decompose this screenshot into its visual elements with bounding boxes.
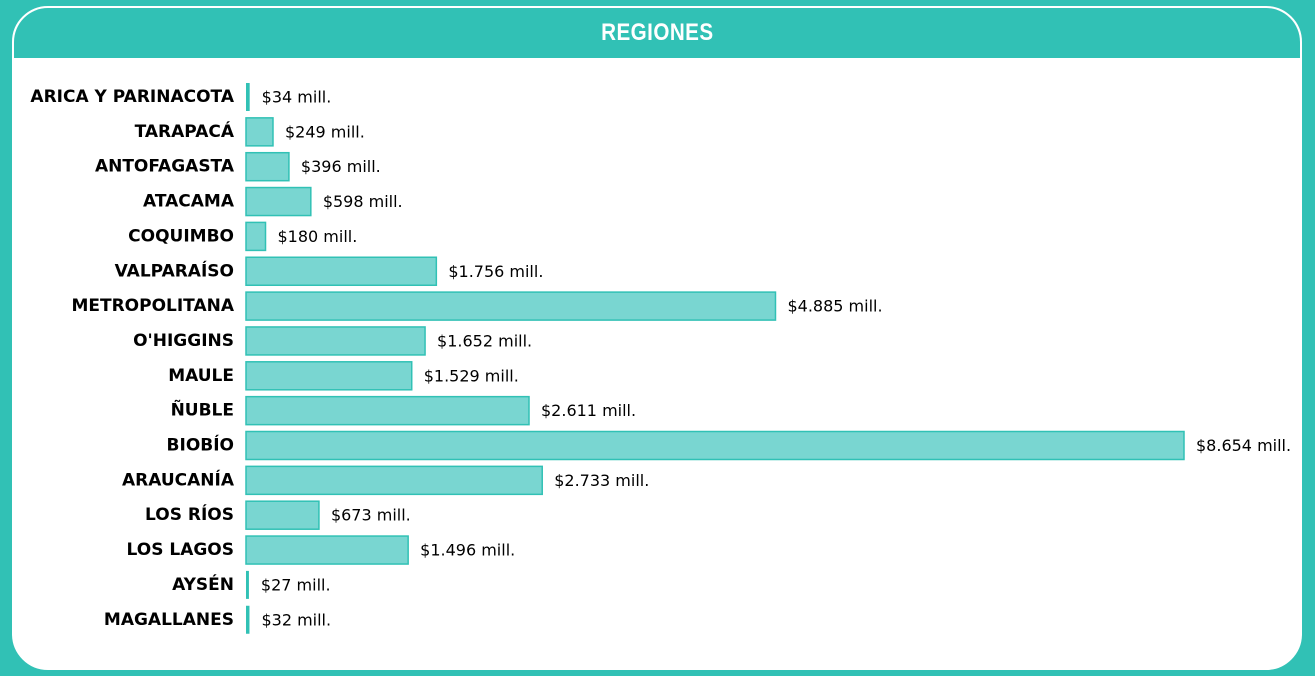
- category-label: MAGALLANES: [104, 610, 234, 630]
- bar[interactable]: [245, 186, 312, 217]
- value-label: $598 mill.: [323, 192, 403, 211]
- value-label: $1.652 mill.: [437, 331, 532, 350]
- value-label: $32 mill.: [261, 610, 331, 629]
- value-label: $396 mill.: [301, 157, 381, 176]
- bar[interactable]: [245, 291, 777, 321]
- category-label: METROPOLITANA: [71, 296, 234, 316]
- bar[interactable]: [245, 151, 290, 182]
- card-header: REGIONES: [14, 8, 1300, 58]
- value-label: $1.756 mill.: [448, 262, 543, 281]
- category-label: ARICA Y PARINACOTA: [30, 87, 234, 107]
- value-label: $673 mill.: [331, 506, 411, 525]
- bar[interactable]: [245, 430, 1185, 461]
- value-label: $249 mill.: [285, 122, 365, 141]
- category-label: MAULE: [168, 366, 234, 386]
- category-label: AYSÉN: [172, 573, 234, 595]
- category-label: ÑUBLE: [171, 398, 234, 421]
- value-label: $180 mill.: [278, 227, 358, 246]
- category-label: O'HIGGINS: [133, 331, 234, 351]
- category-label: VALPARAÍSO: [115, 259, 234, 281]
- category-label: ANTOFAGASTA: [95, 157, 235, 177]
- value-label: $2.733 mill.: [554, 471, 649, 490]
- regions-bar-chart: ARICA Y PARINACOTA $34 mill. TARAPACÁ $249 …: [30, 83, 1291, 634]
- value-label: $27 mill.: [261, 575, 331, 594]
- value-label: $2.611 mill.: [541, 401, 636, 420]
- category-label: LOS RÍOS: [145, 503, 234, 525]
- bar[interactable]: [245, 256, 438, 286]
- value-label: $34 mill.: [262, 88, 332, 107]
- value-label: $4.885 mill.: [787, 297, 882, 316]
- bar[interactable]: [245, 535, 409, 565]
- bar[interactable]: [245, 326, 426, 356]
- bar[interactable]: [246, 570, 249, 599]
- chart-title: REGIONES: [600, 19, 714, 46]
- category-label: ATACAMA: [143, 192, 235, 212]
- bar[interactable]: [245, 361, 413, 391]
- category-label: BIOBÍO: [167, 434, 234, 456]
- bar[interactable]: [245, 395, 530, 426]
- value-label: $1.496 mill.: [420, 541, 515, 560]
- value-label: $8.654 mill.: [1196, 436, 1291, 455]
- category-label: LOS LAGOS: [127, 540, 234, 560]
- category-label: TARAPACÁ: [135, 120, 235, 142]
- bar[interactable]: [245, 500, 320, 530]
- bar[interactable]: [245, 465, 543, 496]
- category-label: COQUIMBO: [128, 226, 234, 246]
- bar[interactable]: [245, 221, 267, 252]
- bar[interactable]: [246, 605, 250, 634]
- bar[interactable]: [245, 117, 274, 147]
- bar[interactable]: [246, 83, 250, 111]
- category-label: ARAUCANÍA: [122, 468, 235, 490]
- value-label: $1.529 mill.: [424, 366, 519, 385]
- chart-card: REGIONES ARICA Y PARINACOTA $34 mill. TARA…: [12, 6, 1302, 670]
